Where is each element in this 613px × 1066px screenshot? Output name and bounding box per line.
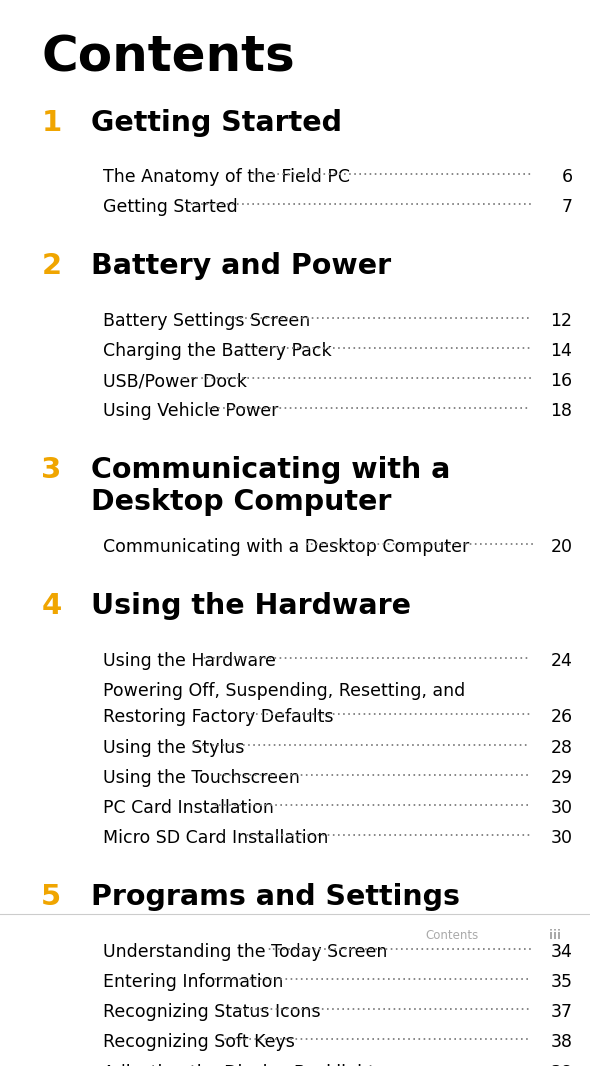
Text: 16: 16	[550, 372, 573, 390]
Text: Programs and Settings: Programs and Settings	[91, 883, 460, 911]
Text: 1: 1	[41, 109, 61, 136]
Text: PC Card Installation: PC Card Installation	[103, 800, 274, 818]
Text: ·····························································: ········································…	[217, 769, 530, 784]
Text: 5: 5	[41, 883, 61, 911]
Text: Restoring Factory Defaults: Restoring Factory Defaults	[103, 709, 333, 726]
Text: Contents: Contents	[425, 928, 478, 941]
Text: 20: 20	[550, 538, 573, 556]
Text: ························································: ········································…	[245, 829, 531, 844]
Text: ····································································: ········································…	[185, 198, 533, 213]
Text: ·····································································: ········································…	[179, 372, 533, 387]
Text: Entering Information: Entering Information	[103, 973, 284, 991]
Text: ······························································: ········································…	[212, 973, 530, 988]
Text: 38: 38	[550, 1064, 573, 1066]
Text: 4: 4	[41, 593, 61, 620]
Text: 14: 14	[550, 342, 573, 360]
Text: ·············································: ········································…	[304, 538, 535, 553]
Text: Using the Touchscreen: Using the Touchscreen	[103, 769, 300, 787]
Text: ·······························································: ········································…	[207, 402, 529, 418]
Text: iii: iii	[549, 928, 561, 941]
Text: Contents: Contents	[41, 33, 295, 81]
Text: 30: 30	[550, 800, 573, 818]
Text: 2: 2	[41, 253, 61, 280]
Text: 29: 29	[550, 769, 573, 787]
Text: 34: 34	[550, 942, 573, 960]
Text: Using Vehicle Power: Using Vehicle Power	[103, 402, 279, 420]
Text: ·······················································: ········································…	[250, 168, 531, 183]
Text: Understanding the Today Screen: Understanding the Today Screen	[103, 942, 387, 960]
Text: 3: 3	[41, 456, 62, 484]
Text: Battery and Power: Battery and Power	[91, 253, 392, 280]
Text: Getting Started: Getting Started	[103, 198, 238, 216]
Text: ···························································: ········································…	[228, 311, 530, 326]
Text: 28: 28	[550, 739, 573, 757]
Text: ······························································: ········································…	[212, 800, 530, 814]
Text: 12: 12	[550, 311, 573, 329]
Text: 7: 7	[562, 198, 573, 216]
Text: Recognizing Soft Keys: Recognizing Soft Keys	[103, 1033, 300, 1051]
Text: Using the Hardware: Using the Hardware	[91, 593, 411, 620]
Text: 35: 35	[550, 973, 573, 991]
Text: 26: 26	[550, 709, 573, 726]
Text: Micro SD Card Installation: Micro SD Card Installation	[103, 829, 329, 847]
Text: Communicating with a
Desktop Computer: Communicating with a Desktop Computer	[91, 456, 451, 516]
Text: ····················································: ········································…	[266, 942, 533, 957]
Text: Recognizing Status Icons: Recognizing Status Icons	[103, 1003, 321, 1021]
Text: 38: 38	[550, 1033, 573, 1051]
Text: Using the Hardware: Using the Hardware	[103, 651, 276, 669]
Text: Adjusting the Display Backlight: Adjusting the Display Backlight	[103, 1064, 375, 1066]
Text: Communicating with a Desktop Computer: Communicating with a Desktop Computer	[103, 538, 470, 556]
Text: ····························································: ········································…	[223, 1033, 530, 1048]
Text: ·························································: ········································…	[239, 342, 531, 357]
Text: USB/Power Dock: USB/Power Dock	[103, 372, 247, 390]
Text: ··························································: ········································…	[234, 1003, 531, 1018]
Text: ································································: ········································…	[201, 651, 529, 666]
Text: Powering Off, Suspending, Resetting, and: Powering Off, Suspending, Resetting, and	[103, 682, 465, 700]
Text: Using the Stylus: Using the Stylus	[103, 739, 245, 757]
Text: 24: 24	[550, 651, 573, 669]
Text: The Anatomy of the Field PC: The Anatomy of the Field PC	[103, 168, 350, 187]
Text: Getting Started: Getting Started	[91, 109, 343, 136]
Text: 37: 37	[550, 1003, 573, 1021]
Text: 6: 6	[562, 168, 573, 187]
Text: 18: 18	[550, 402, 573, 420]
Text: 30: 30	[550, 829, 573, 847]
Text: ··································································: ········································…	[190, 739, 528, 754]
Text: ························································: ········································…	[245, 709, 531, 724]
Text: Charging the Battery Pack: Charging the Battery Pack	[103, 342, 332, 360]
Text: Battery Settings Screen: Battery Settings Screen	[103, 311, 311, 329]
Text: ···················································: ········································…	[272, 1064, 533, 1066]
